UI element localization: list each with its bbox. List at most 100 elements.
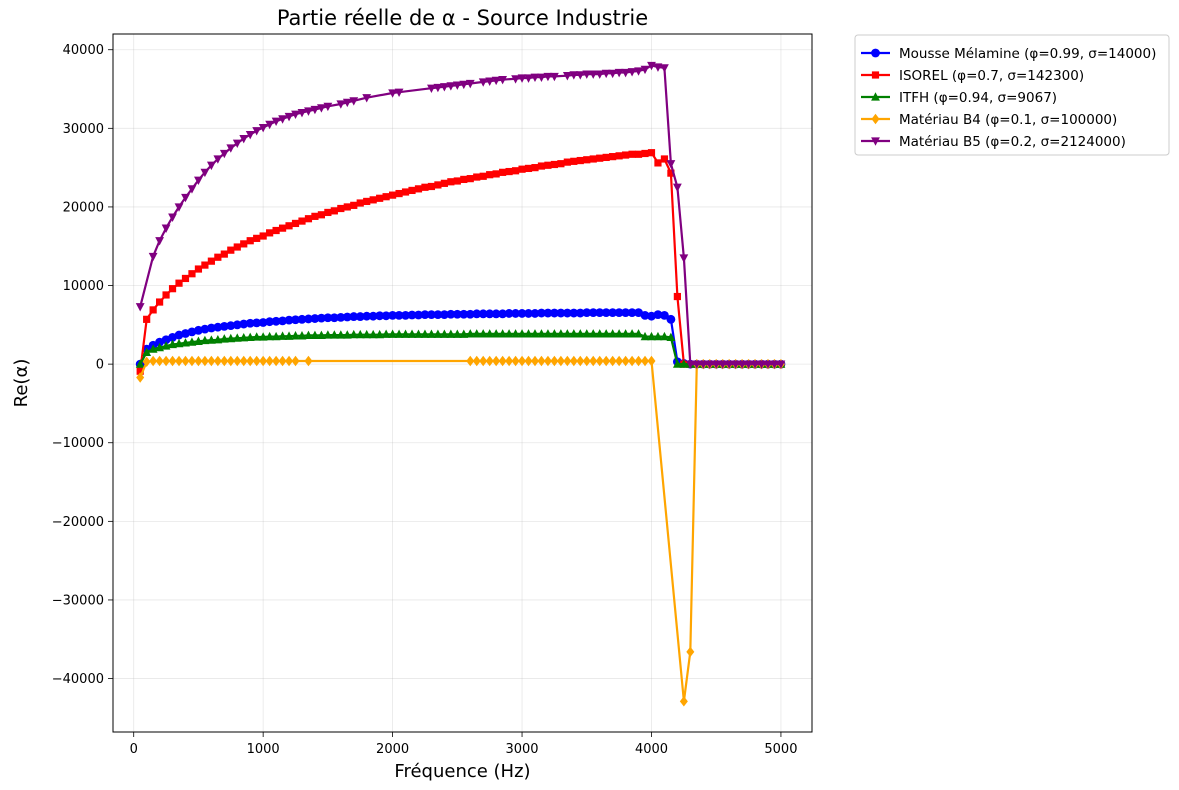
series-5 xyxy=(135,61,786,369)
y-tick-label: 40000 xyxy=(63,43,104,58)
x-tick-label: 5000 xyxy=(764,742,797,757)
data-point xyxy=(498,309,508,319)
data-point xyxy=(608,308,618,318)
data-point xyxy=(621,355,630,367)
data-point xyxy=(537,329,546,338)
data-point xyxy=(563,355,572,367)
data-point xyxy=(601,308,611,318)
data-point xyxy=(465,79,475,89)
data-point xyxy=(524,74,533,83)
data-point xyxy=(615,152,623,160)
data-point xyxy=(447,178,455,186)
data-point xyxy=(672,359,682,368)
data-point xyxy=(776,360,786,369)
data-point xyxy=(168,355,177,367)
data-point xyxy=(524,329,533,338)
data-point xyxy=(563,158,571,166)
data-point xyxy=(750,360,760,369)
data-point xyxy=(537,355,546,367)
data-point xyxy=(168,285,177,293)
data-point xyxy=(395,189,403,198)
data-point xyxy=(724,360,734,369)
x-tick-label: 4000 xyxy=(635,742,668,757)
data-point xyxy=(226,333,236,343)
data-point xyxy=(601,329,611,338)
legend-label: ITFH (φ=0.94, σ=9067) xyxy=(899,90,1057,106)
data-point xyxy=(349,312,359,321)
data-point xyxy=(589,355,598,367)
data-point xyxy=(376,194,384,202)
data-point xyxy=(310,330,320,340)
legend-label: Matériau B5 (φ=0.2, σ=2124000) xyxy=(899,134,1126,150)
data-point xyxy=(459,329,469,338)
data-point xyxy=(583,156,591,164)
data-point xyxy=(660,64,669,73)
data-point xyxy=(647,355,656,367)
data-point xyxy=(589,155,597,163)
data-point xyxy=(679,359,689,368)
data-point xyxy=(368,329,378,339)
data-point xyxy=(382,193,390,201)
data-point xyxy=(342,330,352,339)
data-point xyxy=(757,360,766,369)
data-point xyxy=(181,338,190,347)
data-point xyxy=(155,342,164,352)
y-tick-label: −30000 xyxy=(52,593,104,608)
data-point xyxy=(491,309,501,319)
data-point xyxy=(608,329,618,338)
data-point xyxy=(401,188,410,196)
data-point xyxy=(362,329,372,339)
data-point xyxy=(511,355,520,367)
data-point xyxy=(763,360,773,369)
data-point xyxy=(667,169,675,177)
data-point xyxy=(446,329,456,338)
data-point xyxy=(304,355,313,367)
data-point xyxy=(362,94,372,103)
data-point xyxy=(310,314,320,323)
data-point xyxy=(381,329,391,338)
data-point xyxy=(511,329,520,338)
data-point xyxy=(530,309,540,318)
data-point xyxy=(427,182,436,191)
data-point xyxy=(511,309,520,318)
data-point xyxy=(213,334,223,344)
data-point xyxy=(499,168,507,176)
data-point xyxy=(427,310,436,320)
data-point xyxy=(135,359,145,368)
data-point xyxy=(168,339,177,349)
data-point xyxy=(375,329,385,339)
data-point xyxy=(265,120,275,130)
data-point xyxy=(381,311,391,321)
data-point xyxy=(278,355,287,367)
y-tick-label: −10000 xyxy=(52,436,104,451)
data-point xyxy=(576,156,584,165)
data-point xyxy=(452,329,462,338)
data-point xyxy=(537,308,546,318)
data-point xyxy=(582,355,591,367)
data-point xyxy=(472,309,482,319)
data-point xyxy=(505,167,513,176)
y-tick-label: 0 xyxy=(96,358,104,373)
data-point xyxy=(653,310,663,320)
data-point xyxy=(272,355,281,367)
data-point xyxy=(142,356,151,367)
data-point xyxy=(498,329,508,338)
data-point xyxy=(355,312,365,321)
data-point xyxy=(485,309,495,319)
data-point xyxy=(311,212,319,220)
data-point xyxy=(524,164,533,173)
data-point xyxy=(245,318,255,328)
data-point xyxy=(297,314,307,324)
data-point xyxy=(640,331,650,341)
data-point xyxy=(570,157,578,165)
x-axis-label: Fréquence (Hz) xyxy=(394,761,530,782)
data-point xyxy=(718,360,728,369)
data-point xyxy=(679,254,689,263)
data-point xyxy=(556,329,566,338)
data-point xyxy=(388,311,397,320)
data-point xyxy=(575,308,585,318)
data-point xyxy=(175,279,183,287)
data-point xyxy=(285,355,294,367)
data-point xyxy=(518,165,526,173)
data-point xyxy=(569,329,579,338)
